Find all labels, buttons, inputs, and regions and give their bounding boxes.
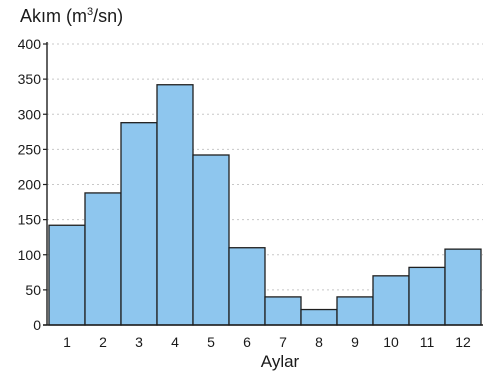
bar [444,248,482,326]
y-tick-label: 400 [18,36,42,52]
x-tick-label: 5 [207,334,215,350]
x-tick-label: 1 [63,334,71,350]
bar [264,296,302,326]
y-tick-label: 300 [18,106,42,122]
x-tick-label: 9 [351,334,359,350]
bar [48,224,86,326]
y-tick-label: 200 [18,177,42,193]
x-tick-label: 7 [279,334,287,350]
axes [43,42,483,326]
y-axis-title: Akım (m3/sn) [20,6,124,26]
x-tick-label: 6 [243,334,251,350]
bar [228,247,266,326]
y-tick-label: 250 [18,141,42,157]
x-tick-label: 10 [383,334,399,350]
bar [300,308,338,326]
bars [48,84,482,326]
bar [408,266,446,326]
x-tick-label: 2 [99,334,107,350]
y-tick-label: 100 [18,247,42,263]
x-tick-label: 11 [420,334,435,350]
y-tick-label: 50 [25,282,41,298]
y-tick-label: 0 [33,317,41,333]
x-tick-label: 3 [135,334,143,350]
bar [336,296,374,326]
y-tick-labels: 0 50 100 150 200 250 300 350 400 [18,36,42,333]
bar [156,84,194,326]
x-tick-label: 8 [315,334,323,350]
bar [192,154,230,326]
x-axis-title: Aylar [260,352,300,371]
x-tick-label: 12 [455,334,471,350]
bar [372,275,410,326]
y-tick-label: 150 [18,212,42,228]
x-tick-label: 4 [171,334,179,350]
bar [84,192,122,326]
y-tick-label: 350 [18,71,42,87]
x-tick-labels: 1 2 3 4 5 6 7 8 9 10 11 12 [63,334,471,350]
bar [120,122,158,326]
